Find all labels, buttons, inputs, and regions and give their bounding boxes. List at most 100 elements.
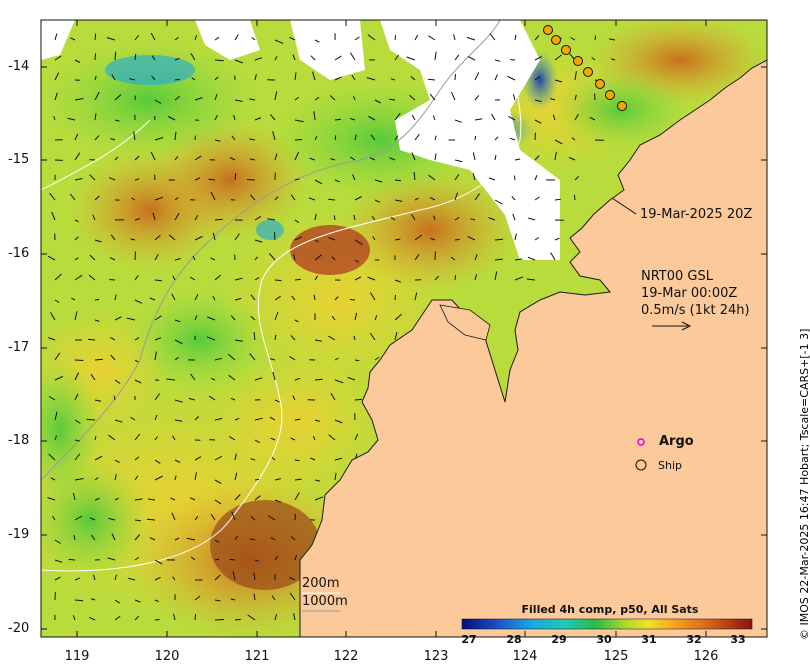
lon-tick: 123 <box>423 649 449 664</box>
current-vector <box>134 337 140 341</box>
current-vector <box>154 475 163 481</box>
current-vector <box>94 33 97 41</box>
current-vector <box>111 74 116 81</box>
current-vector <box>229 436 236 441</box>
current-vector <box>289 355 296 361</box>
current-vector <box>74 515 83 521</box>
cloud-gap <box>195 20 260 60</box>
current-vector <box>74 359 84 361</box>
current-vector <box>274 91 278 101</box>
current-vector <box>514 34 517 41</box>
current-vector <box>214 114 218 121</box>
current-vector <box>409 94 416 101</box>
current-vector <box>354 398 362 401</box>
current-vector <box>314 419 320 422</box>
current-vector <box>154 337 162 341</box>
current-vector <box>194 215 199 221</box>
current-vector <box>74 59 81 63</box>
current-vector <box>110 138 116 141</box>
current-vector <box>394 238 401 241</box>
current-vector <box>109 177 116 181</box>
current-vector <box>368 115 376 121</box>
colorbar <box>461 618 753 630</box>
current-vector <box>108 434 116 441</box>
current-vector <box>394 331 398 341</box>
current-vector <box>292 54 296 61</box>
current-vector <box>472 172 476 181</box>
current-vector <box>494 238 504 241</box>
current-vector <box>54 72 60 81</box>
current-vector <box>174 95 180 101</box>
current-vector <box>54 376 64 381</box>
current-vector <box>174 475 177 481</box>
current-vector <box>374 99 382 104</box>
current-vector <box>534 155 540 161</box>
current-vector <box>354 134 357 141</box>
current-vector <box>334 55 342 61</box>
current-vector <box>74 599 84 602</box>
current-vector <box>534 99 542 103</box>
current-vector <box>230 315 236 321</box>
current-vector <box>413 172 416 181</box>
current-vector <box>49 192 56 201</box>
current-vector <box>234 297 242 301</box>
current-vector <box>428 35 436 41</box>
current-vector <box>214 139 221 142</box>
current-scale-arrowhead <box>681 321 692 331</box>
current-vector <box>513 175 516 181</box>
current-vector <box>414 197 419 201</box>
current-vector <box>454 119 462 123</box>
current-vector <box>274 311 279 321</box>
current-vector <box>54 411 58 421</box>
current-vector <box>290 536 296 541</box>
current-vector <box>406 56 416 61</box>
current-vector <box>390 216 396 221</box>
current-vector <box>114 599 121 604</box>
current-vector <box>134 475 139 481</box>
current-vector <box>474 254 478 261</box>
current-vector <box>87 338 96 341</box>
current-vector <box>274 614 278 621</box>
current-vector <box>92 214 96 221</box>
sst-warm-region <box>210 350 390 490</box>
current-vector <box>109 279 116 281</box>
current-vector <box>94 358 103 361</box>
current-vector <box>309 157 316 161</box>
current-vector <box>507 75 516 81</box>
current-vector <box>230 598 236 601</box>
current-vector <box>349 299 356 301</box>
current-vector <box>354 276 362 281</box>
current-vector <box>470 218 476 221</box>
current-vector <box>254 417 263 421</box>
current-vector <box>608 38 616 41</box>
current-vector <box>48 453 56 461</box>
current-vector <box>414 292 418 301</box>
current-vector <box>174 212 180 221</box>
plot-frame <box>40 19 768 638</box>
current-vector <box>411 114 416 121</box>
current-vector <box>514 258 523 261</box>
current-vector <box>314 135 318 141</box>
credit-text: © IMOS 22-Mar-2025 16:47 Hobart; Tscale=… <box>798 328 810 640</box>
current-vector <box>294 278 302 281</box>
current-vector <box>154 99 162 104</box>
ship-track-point <box>583 67 593 77</box>
current-vector <box>172 435 176 441</box>
current-vector <box>234 99 243 102</box>
current-vector <box>67 117 76 121</box>
current-vector <box>494 199 503 205</box>
contour-200m-label: 200m <box>302 576 340 591</box>
contour-1000m <box>41 20 501 481</box>
current-vector <box>114 316 122 321</box>
current-vector <box>154 254 159 261</box>
current-vector <box>114 474 117 481</box>
sst-green-region <box>130 290 270 390</box>
current-vector <box>428 174 436 181</box>
current-vector <box>254 73 257 81</box>
current-vector <box>194 97 203 101</box>
current-vector <box>594 35 597 41</box>
current-vector <box>494 136 499 141</box>
current-vector <box>434 135 437 141</box>
current-vector <box>74 274 83 281</box>
current-vector <box>71 297 76 301</box>
